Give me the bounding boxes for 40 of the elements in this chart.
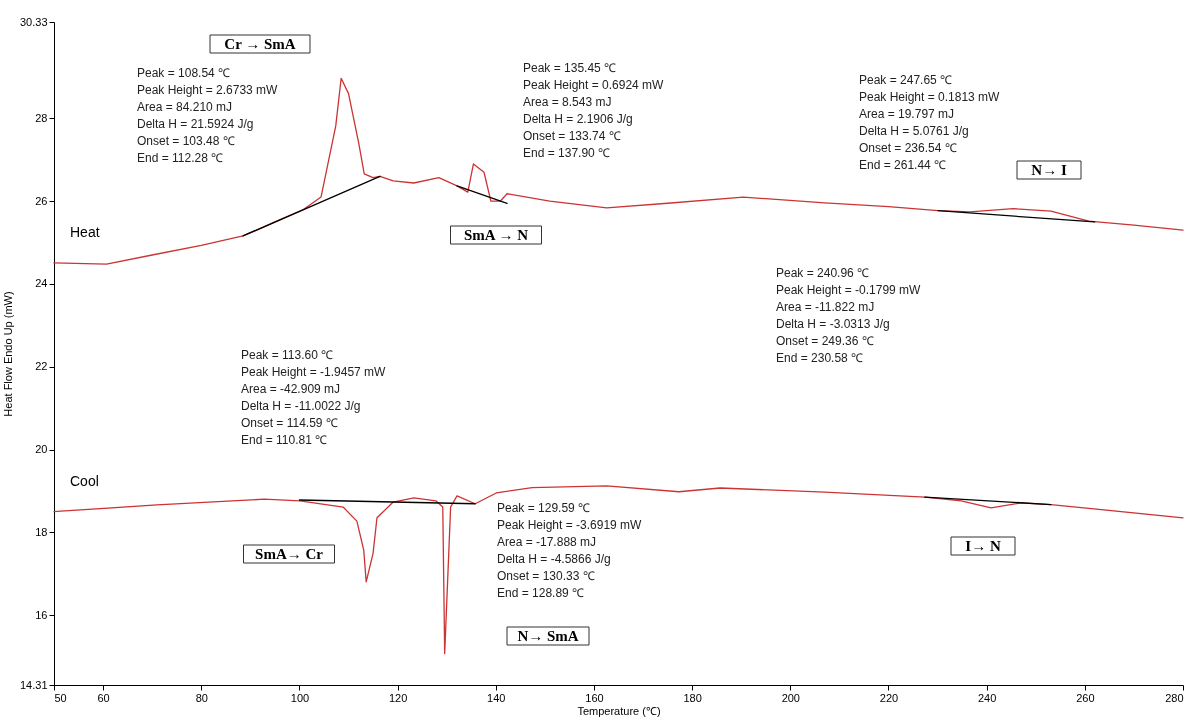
annotation: Peak = 240.96 ℃ Peak Height = -0.1799 mW Area = -11.822 mJ Delta H = -3.0313 J/g Onset = 249.36 ℃ End = 230.58 ℃ (776, 266, 922, 365)
y-tick-label: 30.33 (19, 15, 48, 28)
x-axis-title: Temperature (℃) (577, 704, 661, 717)
annotation: Peak = 135.45 ℃ Peak Height = 0.6924 mW Area = 8.543 mJ Delta H = 2.1906 J/g Onset = 133.74 ℃ End = 137.90 ℃ (523, 61, 665, 160)
x-tick-label: 60 (97, 691, 110, 704)
annotation: Peak = 129.59 ℃ Peak Height = -3.6919 mW Area = -17.888 mJ Delta H = -4.5866 J/g Onset = 130.33 ℃ End = 128.89 ℃ (497, 501, 643, 600)
y-tick-label: 20 (35, 443, 48, 456)
x-tick-label: 100 (290, 691, 310, 704)
annotation: Peak = 113.60 ℃ Peak Height = -1.9457 mW Area = -42.909 mJ Delta H = -11.0022 J/g Onset = 114.59 ℃ End = 110.81 ℃ (241, 348, 387, 447)
x-tick-label: 180 (683, 691, 702, 704)
annotation: SmA→ Cr (255, 546, 324, 562)
line-series (53, 485, 1184, 655)
y-tick-label: 14.31 (19, 678, 48, 691)
annotation: Cr → SmA (224, 36, 296, 52)
y-tick-label: 28 (35, 111, 48, 124)
x-tick-label: 160 (585, 691, 604, 704)
y-axis-title: Heat Flow Endo Up (mW) (1, 291, 14, 417)
series-label: Heat (70, 223, 100, 240)
y-tick-label: 24 (35, 277, 48, 290)
annotation: N→ I (1031, 162, 1067, 178)
x-tick-label: 50 (54, 691, 67, 704)
y-tick-label: 22 (35, 360, 48, 373)
annotation: SmA → N (463, 227, 529, 243)
annotation: Peak = 247.65 ℃ Peak Height = 0.1813 mW Area = 19.797 mJ Delta H = 5.0761 J/g Onset = 236.54 ℃ End = 261.44 ℃ (859, 73, 1001, 172)
y-tick-label: 18 (35, 525, 48, 538)
x-tick-label: 200 (781, 691, 800, 704)
x-tick-label: 260 (1076, 691, 1095, 704)
series-label: Cool (70, 472, 99, 489)
x-tick-label: 240 (977, 691, 997, 704)
annotation: N→ SmA (517, 628, 579, 644)
annotation: Peak = 108.54 ℃ Peak Height = 2.6733 mW Area = 84.210 mJ Delta H = 21.5924 J/g Onset = 103.48 ℃ End = 112.28 ℃ (137, 66, 279, 165)
y-tick-label: 26 (35, 194, 48, 207)
annotation: I→ N (965, 538, 1001, 554)
x-tick-label: 220 (879, 691, 899, 704)
x-tick-label: 140 (487, 691, 506, 704)
line-series (53, 77, 1184, 265)
y-tick-label: 16 (35, 608, 48, 621)
x-tick-label: 80 (195, 691, 208, 704)
x-tick-label: 280 (1165, 691, 1184, 704)
x-tick-label: 120 (388, 691, 408, 704)
